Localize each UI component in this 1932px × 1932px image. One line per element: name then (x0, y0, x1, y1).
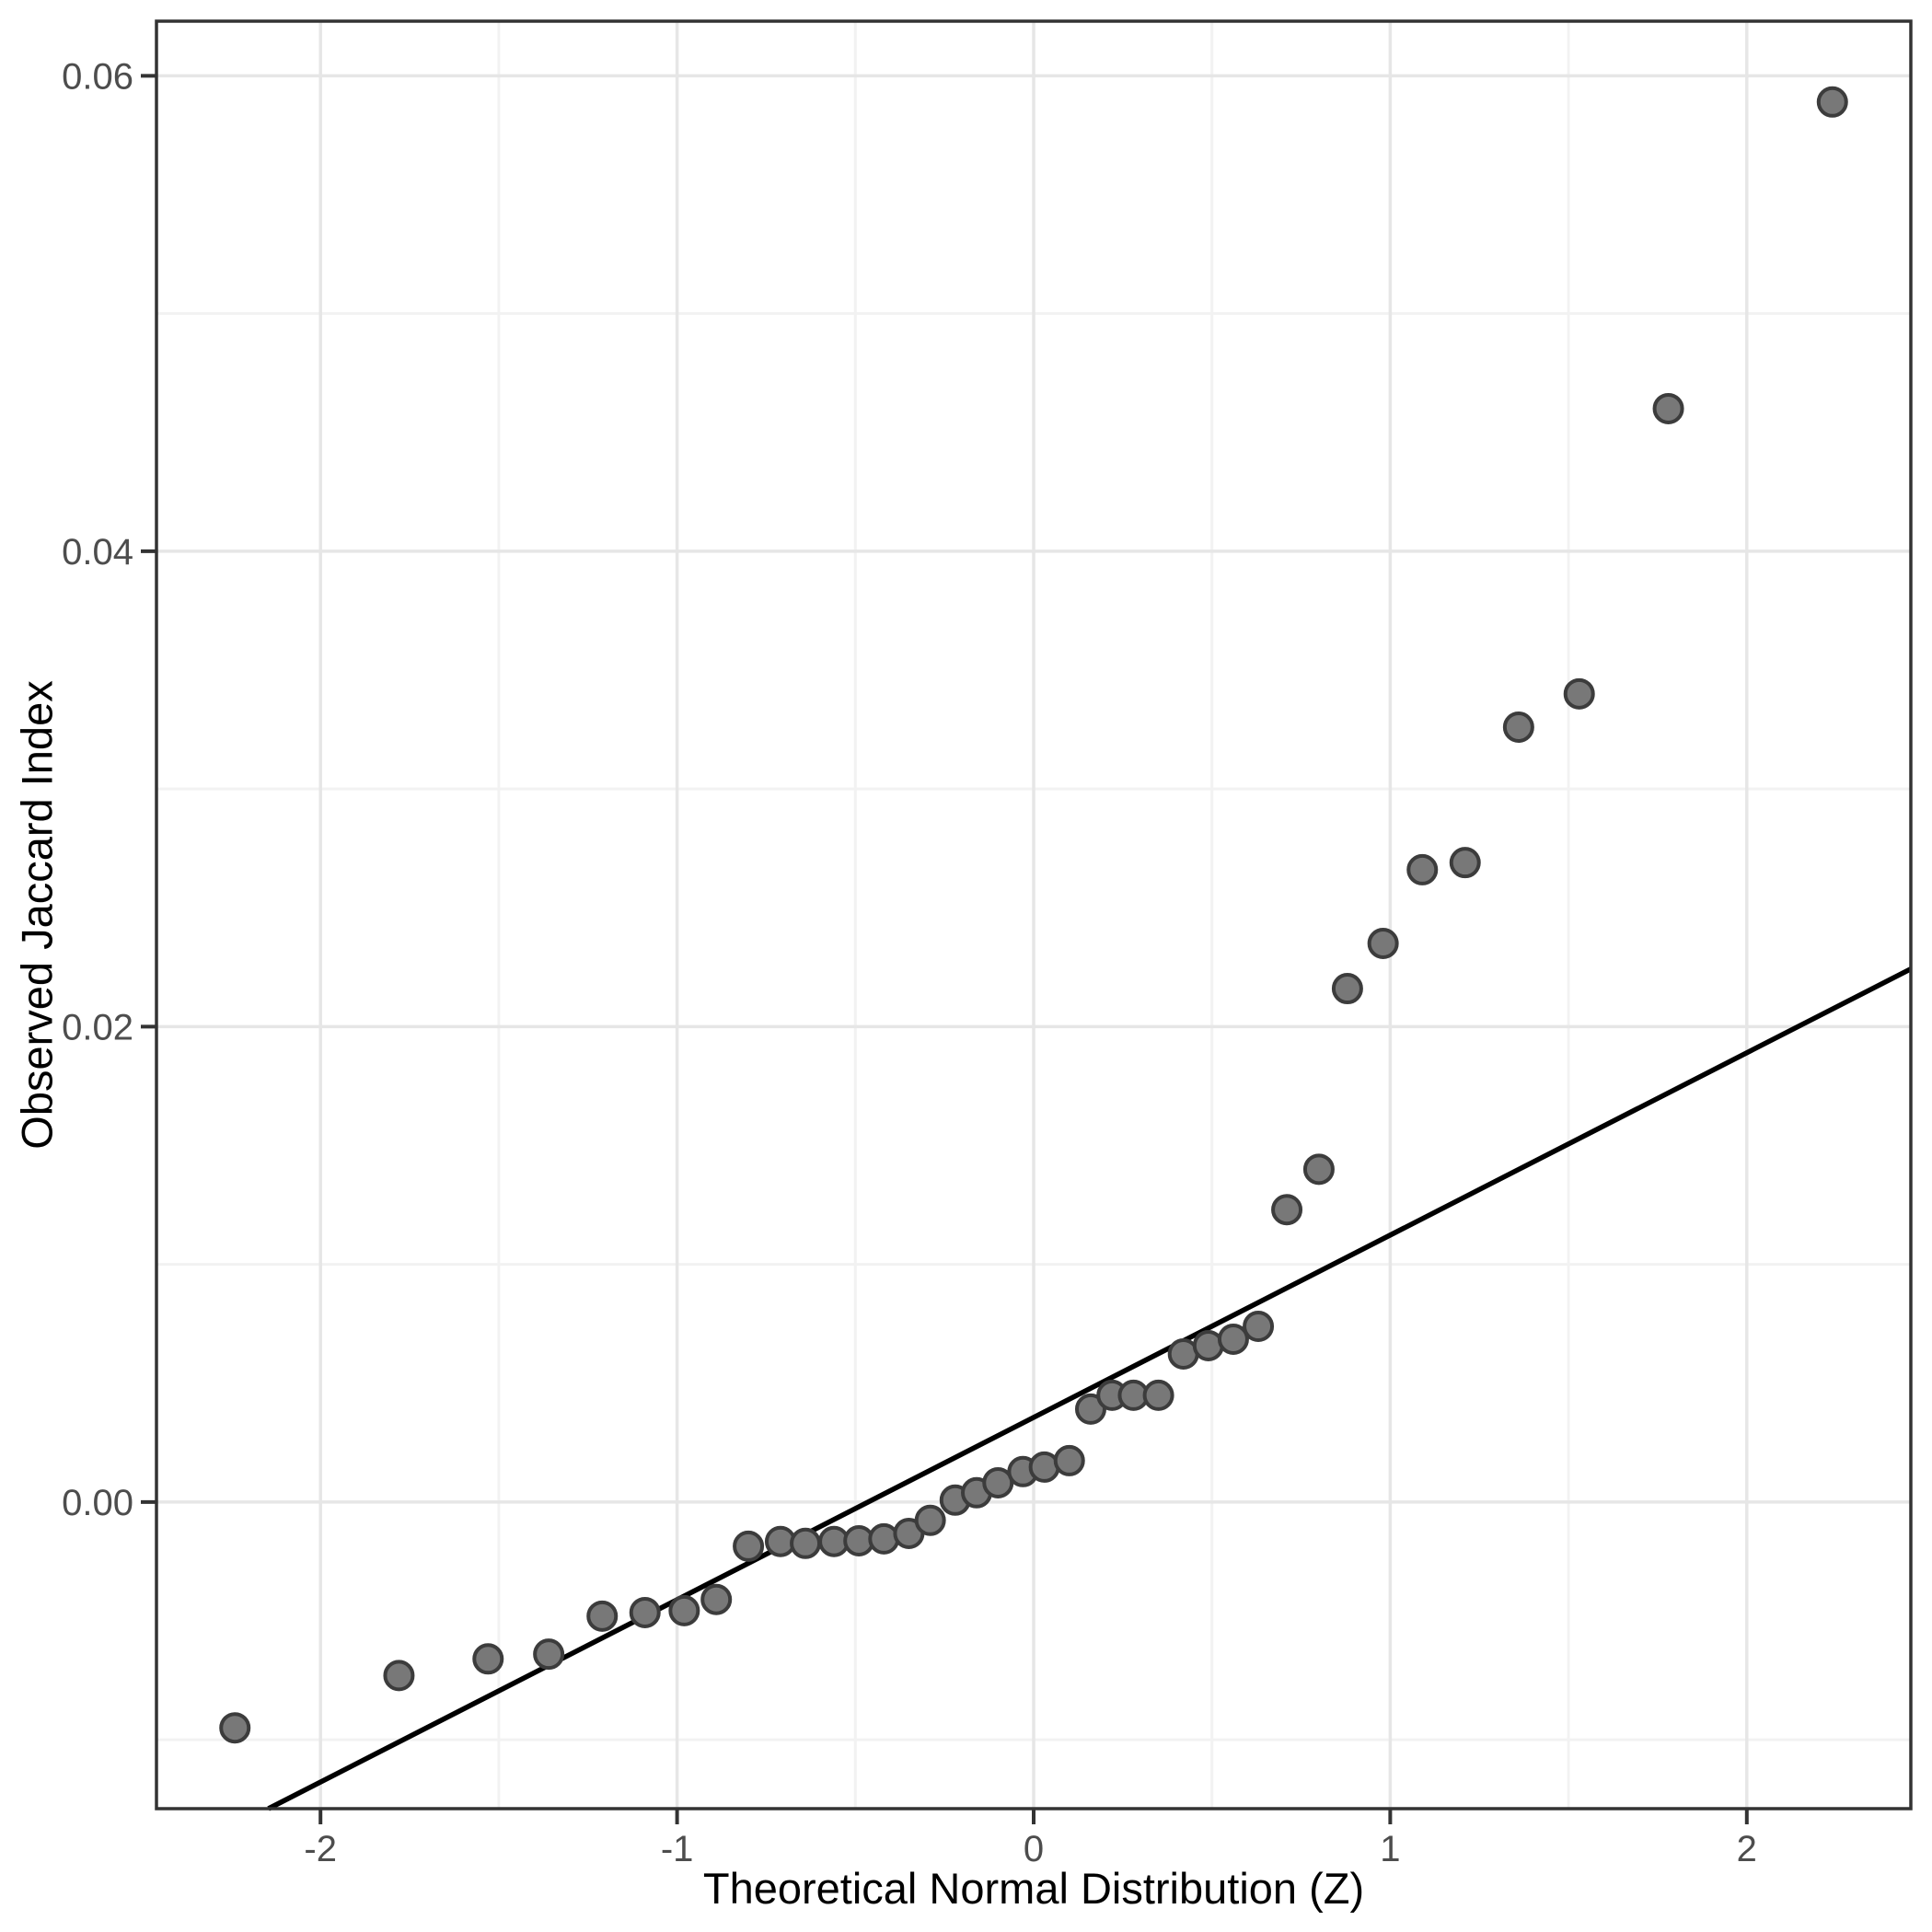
data-point (1074, 1393, 1106, 1425)
data-point (668, 1594, 700, 1626)
data-point (1367, 927, 1399, 959)
x-tick-label: -1 (661, 1829, 694, 1869)
data-point (982, 1466, 1014, 1498)
data-point (733, 1530, 765, 1562)
x-tick-label: -2 (304, 1829, 337, 1869)
data-point (472, 1643, 504, 1675)
y-tick-label: 0.00 (62, 1483, 133, 1523)
data-point (1563, 677, 1595, 710)
data-point (219, 1712, 251, 1744)
data-point (1816, 86, 1848, 118)
data-point (790, 1527, 822, 1559)
y-tick-label: 0.04 (62, 532, 133, 573)
y-tick-label: 0.06 (62, 56, 133, 97)
data-point (1652, 392, 1684, 424)
x-tick-label: 2 (1737, 1829, 1757, 1869)
data-point (1449, 847, 1481, 879)
y-axis-title: Observed Jaccard Index (12, 680, 62, 1150)
data-point (1243, 1311, 1275, 1343)
data-point (1271, 1194, 1303, 1226)
data-point (700, 1583, 733, 1615)
data-point (1331, 973, 1363, 1005)
data-point (1302, 1153, 1335, 1186)
x-tick-label: 0 (1024, 1829, 1044, 1869)
y-tick-label: 0.02 (62, 1007, 133, 1047)
data-point (629, 1596, 661, 1628)
data-point (533, 1638, 565, 1671)
data-point (914, 1504, 946, 1536)
data-point (586, 1600, 619, 1632)
data-point (1142, 1379, 1174, 1411)
data-point (868, 1522, 900, 1555)
data-point (1502, 711, 1534, 743)
x-axis-title: Theoretical Normal Distribution (Z) (702, 1864, 1365, 1913)
data-point (1053, 1444, 1085, 1476)
x-tick-label: 1 (1380, 1829, 1400, 1869)
data-point (1406, 853, 1439, 885)
data-point (383, 1660, 415, 1692)
data-point (1217, 1323, 1249, 1355)
qq-reference-line (267, 966, 1913, 1811)
